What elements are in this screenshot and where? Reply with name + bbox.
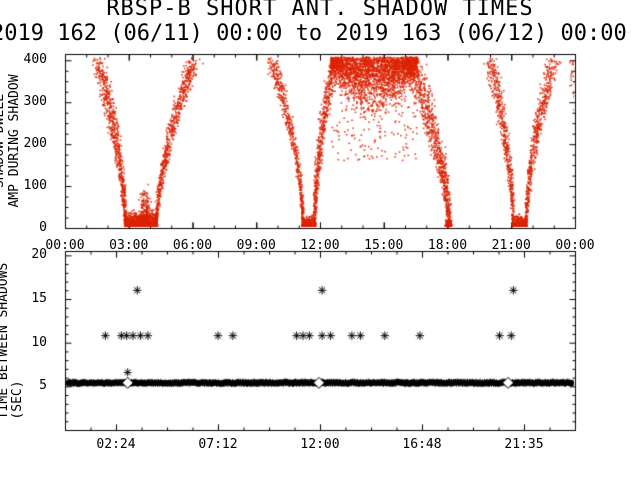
top-panel-y-tick-label: 400 — [23, 52, 47, 68]
top-panel-x-tick-label: 09:00 — [236, 238, 276, 253]
top-panel-x-tick-label: 03:00 — [109, 238, 149, 253]
bottom-panel-y-tick-label: 15 — [31, 291, 47, 307]
top-panel-y-tick-label: 200 — [23, 136, 47, 152]
chart-title: RBSP-B SHORT ANT. SHADOW TIMES — [106, 0, 534, 21]
top-panel-x-tick-label: 15:00 — [364, 238, 404, 253]
bottom-panel-x-tick-label: 02:24 — [96, 437, 136, 452]
bottom-panel-y-tick-label: 20 — [31, 247, 47, 263]
top-panel-y-tick-label: 100 — [23, 178, 47, 194]
bottom-panel-x-tick-label: 12:00 — [300, 437, 340, 452]
bottom-panel-y-tick-label: 5 — [39, 378, 47, 394]
top-panel-x-tick-label: 21:00 — [491, 238, 531, 253]
bottom-panel-x-tick-label: 16:48 — [402, 437, 442, 452]
chart-subtitle: 2019 162 (06/11) 00:00 to 2019 163 (06/1… — [0, 21, 627, 46]
top-panel-x-tick-label: 00:00 — [45, 238, 85, 253]
top-panel-x-tick-label: 18:00 — [427, 238, 468, 253]
bottom-panel-y-tick-label: 10 — [31, 334, 47, 350]
top-panel-x-tick-label: 00:00 — [555, 238, 595, 253]
top-panel-x-tick-label: 06:00 — [172, 238, 213, 253]
top-panel-x-tick-label: 12:00 — [300, 238, 340, 253]
bottom-panel-x-tick-label: 07:12 — [198, 437, 238, 452]
bottom-panel-x-tick-label: 21:35 — [504, 437, 544, 452]
top-panel-y-tick-label: 0 — [39, 220, 47, 235]
top-panel-y-tick-label: 300 — [23, 94, 47, 110]
